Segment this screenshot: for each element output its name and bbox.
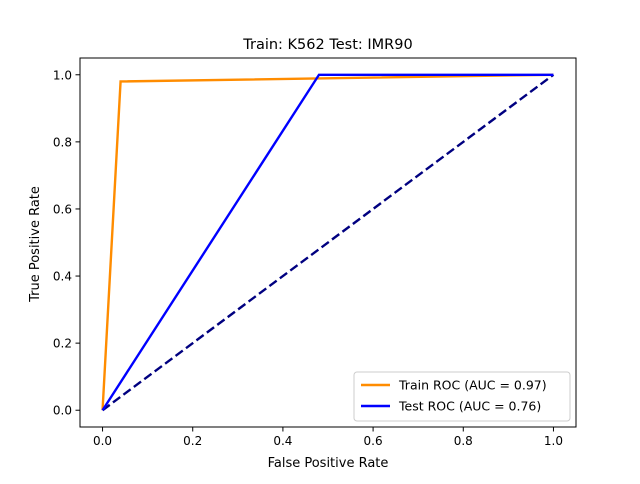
x-tick-label: 0.4 [273, 434, 292, 448]
reference-diagonal-line [101, 73, 555, 412]
series-line-test [101, 73, 554, 411]
lines-layer [101, 73, 555, 412]
x-axis-label: False Positive Rate [268, 456, 389, 471]
legend-label-test: Test ROC (AUC = 0.76) [398, 399, 541, 414]
y-tick-label: 0.6 [53, 202, 72, 216]
y-tick-label: 0.8 [53, 135, 72, 149]
y-tick-label: 0.4 [53, 270, 72, 284]
x-tick-label: 0.0 [93, 434, 112, 448]
y-tick-label: 0.0 [53, 404, 72, 418]
plot-frame [79, 57, 577, 428]
chart-title: Train: K562 Test: IMR90 [242, 37, 412, 53]
legend-label-train: Train ROC (AUC = 0.97) [398, 378, 547, 393]
legend-box [353, 371, 571, 422]
axes-layer: 0.0 0.2 0.4 0.6 0.8 1.0 0.0 0.2 0.4 0.6 0.8 1.0 [53, 57, 577, 448]
y-axis-label: True Positive Rate [28, 186, 43, 303]
series-line-train [101, 73, 554, 411]
y-tick-label: 1.0 [53, 68, 72, 82]
x-tick-label: 0.6 [364, 434, 383, 448]
y-tick-label: 0.2 [53, 337, 72, 351]
legend: Train ROC (AUC = 0.97) Test ROC (AUC = 0.… [353, 371, 571, 422]
x-tick-label: 0.8 [454, 434, 473, 448]
x-tick-label: 1.0 [544, 434, 563, 448]
x-tick-label: 0.2 [183, 434, 202, 448]
